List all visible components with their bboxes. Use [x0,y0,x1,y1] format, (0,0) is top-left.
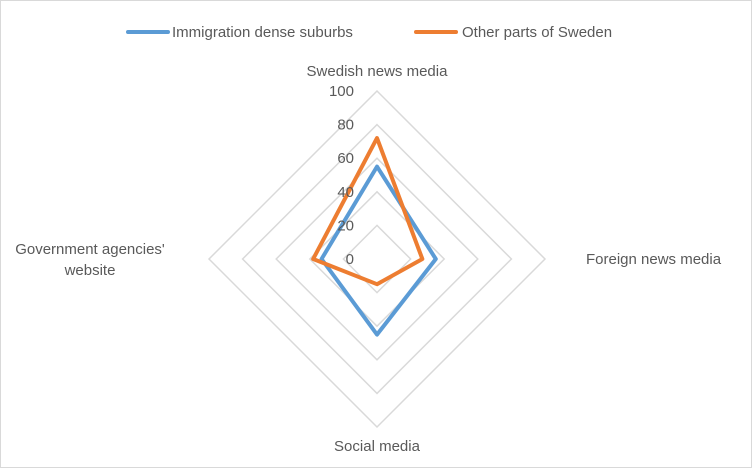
tick-label: 60 [337,150,354,167]
grid-ring-60 [275,157,479,361]
grid-ring-20 [342,224,412,294]
legend-label-immigration-dense-suburbs: Immigration dense suburbs [172,24,353,41]
grid-ring-80 [241,123,513,395]
tick-label: 100 [329,83,354,100]
axis-label: Social media [334,438,421,455]
legend: Immigration dense suburbs Other parts of… [126,24,612,41]
grid-ring-100 [207,89,547,429]
series-line-0 [319,164,438,337]
legend-label-other-parts-of-sweden: Other parts of Sweden [462,24,612,41]
tick-label: 20 [337,217,354,234]
series-line-1 [311,136,425,287]
axis-label: Swedish news media [307,63,449,80]
tick-label: 0 [346,251,354,268]
series-lines [311,136,438,337]
axis-label: Government agencies' website [15,241,165,279]
tick-label: 80 [337,117,354,134]
tick-label: 40 [337,184,354,201]
axis-labels: Swedish news media Foreign news media Soci… [15,63,722,455]
tick-labels: 0 20 40 60 80 100 [329,83,354,268]
axis-label: Foreign news media [586,251,722,268]
